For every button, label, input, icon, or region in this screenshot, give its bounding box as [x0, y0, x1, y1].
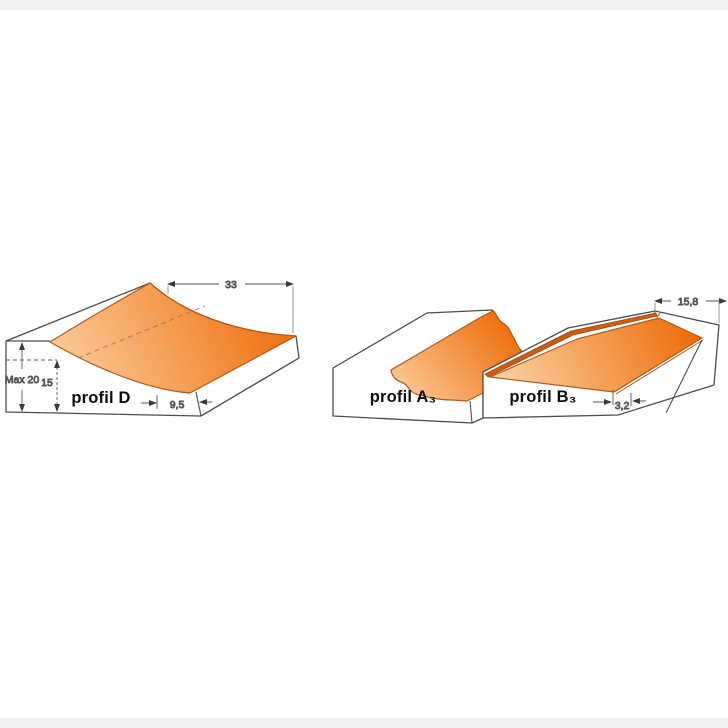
block-b3-step-line: [615, 339, 704, 395]
block-b3-groove-band: [484, 312, 658, 378]
block-b3-groove-notch: [653, 311, 661, 318]
dim-32-text: 3,2: [615, 400, 630, 412]
dim-15-text: 15: [41, 377, 53, 389]
block-profil-b3: [482, 310, 720, 419]
block-b3-end-face-edge: [665, 339, 703, 414]
dim-max20-arrows: [19, 342, 25, 412]
dim-33-ext-ticks: [167, 286, 294, 333]
dim-158-ext-ticks: [654, 303, 720, 323]
dim-158-arrows: [654, 298, 727, 304]
bottom-border-strip: [0, 718, 728, 728]
dim-max20-text: Max 20: [5, 374, 40, 386]
label-profil-d: profil D: [71, 389, 130, 407]
label-profil-a3: profil A₃: [370, 388, 437, 406]
dim-158-text: 15,8: [678, 296, 699, 308]
block-a3-front-right-edge: [469, 400, 473, 424]
block-profil-d: [5, 282, 300, 417]
dim-32-approach-lines: [593, 400, 646, 403]
block-profil-a3: [332, 309, 526, 424]
dim-32-ticks: [612, 390, 632, 406]
top-border-strip: [0, 0, 728, 10]
dimensions-block-d: Max 20 15 33 9,5: [4, 279, 294, 412]
dimensions-block-b3: 15,8 3,2: [593, 296, 727, 412]
block-d-cove-surface: [49, 282, 297, 394]
block-b3-bevel-surface: [489, 317, 703, 393]
block-d-right-edges: [195, 357, 300, 417]
block-d-hidden-cove-edge: [77, 305, 206, 359]
label-profil-b3: profil B₃: [509, 388, 576, 406]
dim-33-text: 33: [225, 279, 237, 291]
dim-95-text: 9,5: [170, 399, 185, 411]
